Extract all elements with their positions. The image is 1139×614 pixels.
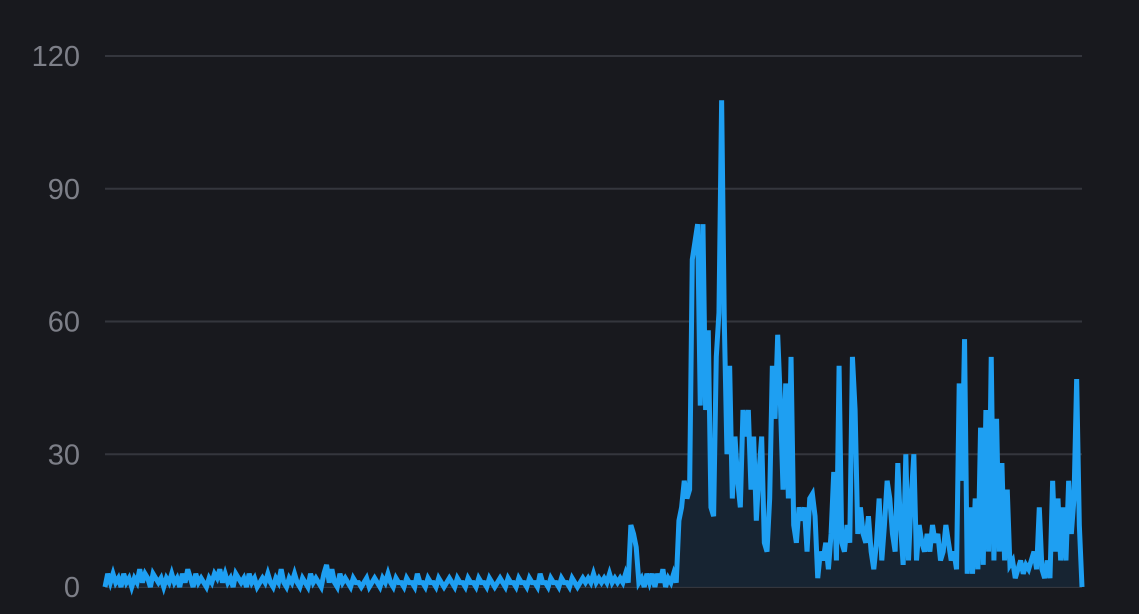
y-tick-label-90: 90 xyxy=(48,174,80,206)
y-tick-label-60: 60 xyxy=(48,307,80,339)
y-axis-tick-labels: 0 30 60 90 120 xyxy=(32,41,80,604)
y-tick-label-120: 120 xyxy=(32,41,80,73)
series-line xyxy=(102,100,1085,596)
series-area-fill xyxy=(105,100,1082,587)
y-tick-label-30: 30 xyxy=(48,439,80,471)
grid-lines xyxy=(105,55,1082,588)
y-tick-label-0: 0 xyxy=(64,572,80,604)
